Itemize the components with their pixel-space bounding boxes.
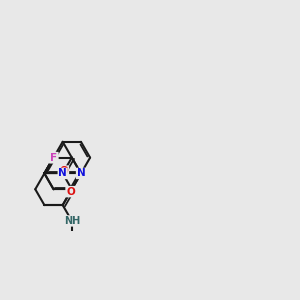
Text: N: N	[49, 153, 58, 163]
Text: O: O	[60, 166, 68, 176]
Text: F: F	[50, 153, 57, 163]
Text: N: N	[58, 168, 67, 178]
Text: NH: NH	[64, 216, 80, 226]
Text: O: O	[66, 187, 75, 196]
Text: N: N	[76, 168, 85, 178]
